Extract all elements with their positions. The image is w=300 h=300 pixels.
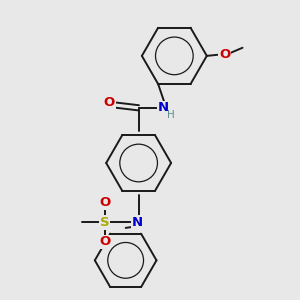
Text: N: N [131, 216, 142, 229]
Text: O: O [99, 196, 110, 209]
Text: S: S [100, 216, 110, 229]
Text: O: O [219, 48, 230, 61]
Text: H: H [167, 110, 175, 120]
Text: N: N [158, 101, 169, 114]
Text: O: O [99, 236, 110, 248]
Text: O: O [104, 96, 115, 110]
